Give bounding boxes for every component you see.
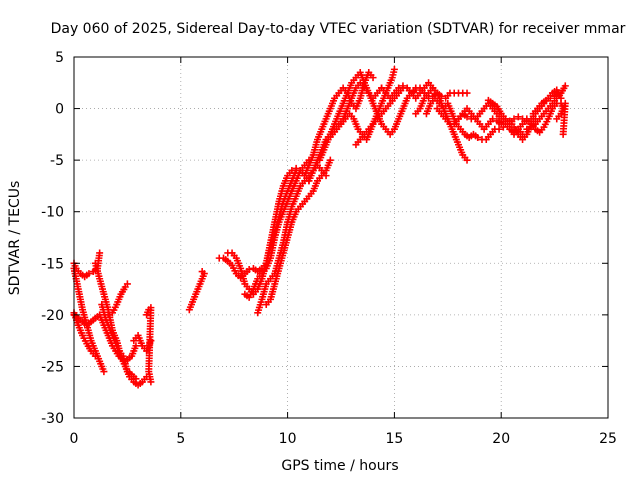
data-point: [489, 115, 497, 123]
y-tick-label: -10: [41, 205, 64, 221]
x-tick-label: 15: [385, 431, 403, 447]
data-point: [288, 166, 296, 174]
series-track-m: [241, 156, 313, 301]
data-point: [542, 96, 550, 104]
data-point: [523, 125, 531, 133]
series-track-ac: [529, 89, 563, 118]
x-axis-label: GPS time / hours: [281, 458, 398, 474]
data-point: [495, 125, 503, 133]
data-point: [292, 164, 300, 172]
series-track-c: [70, 309, 99, 360]
chart-title: Day 060 of 2025, Sidereal Day-to-day VTE…: [51, 21, 626, 37]
data-point: [100, 368, 108, 376]
data-point: [561, 82, 569, 90]
data-point: [326, 156, 334, 164]
data-point: [463, 89, 471, 97]
series-track-g: [104, 280, 131, 319]
y-tick-label: -30: [41, 411, 64, 427]
data-marks: [70, 65, 569, 389]
series-track-b: [70, 264, 108, 376]
x-tick-label: 0: [70, 431, 79, 447]
x-tick-label: 20: [492, 431, 510, 447]
series-track-w: [422, 94, 507, 144]
plot-frame: [73, 56, 609, 419]
data-point: [96, 249, 104, 257]
y-tick-label: 0: [55, 102, 64, 118]
data-point: [390, 65, 398, 73]
x-tick-label: 10: [279, 431, 297, 447]
series-track-f: [98, 301, 140, 383]
data-point: [198, 268, 206, 276]
series-track-ab: [523, 82, 569, 133]
data-point: [395, 84, 403, 92]
data-point: [555, 89, 563, 97]
y-tick-label: -15: [41, 256, 64, 272]
data-point: [559, 130, 567, 138]
x-tick-label: 5: [176, 431, 185, 447]
data-point: [412, 86, 420, 94]
data-point: [91, 352, 99, 360]
series-track-j: [185, 268, 208, 314]
y-tick-label: 5: [55, 50, 64, 66]
data-point: [463, 113, 471, 121]
data-point: [463, 156, 471, 164]
data-point: [132, 342, 140, 350]
data-point: [104, 311, 112, 319]
data-point: [474, 133, 482, 141]
y-tick-label: -5: [50, 153, 64, 169]
series-track-o: [262, 156, 334, 309]
data-point: [369, 74, 377, 82]
data-point: [510, 115, 518, 123]
data-point: [399, 82, 407, 90]
data-point: [546, 94, 554, 102]
data-point: [514, 113, 522, 121]
series-track-ad: [553, 99, 569, 138]
data-point: [132, 375, 140, 383]
y-tick-label: -20: [41, 308, 64, 324]
y-tick-label: -25: [41, 359, 64, 375]
data-point: [147, 378, 155, 386]
y-axis-label: SDTVAR / TECUs: [7, 181, 23, 296]
data-point: [245, 265, 253, 273]
x-tick-label: 25: [599, 431, 617, 447]
data-point: [85, 270, 93, 278]
series-track-n: [254, 161, 330, 317]
series-track-i: [143, 304, 155, 386]
series-track-v: [412, 84, 471, 164]
axis-ticks: 0 5 10 15 20 25 -30 -25 -20 -15 -10 -5 0 5: [41, 50, 617, 447]
data-point: [123, 280, 131, 288]
